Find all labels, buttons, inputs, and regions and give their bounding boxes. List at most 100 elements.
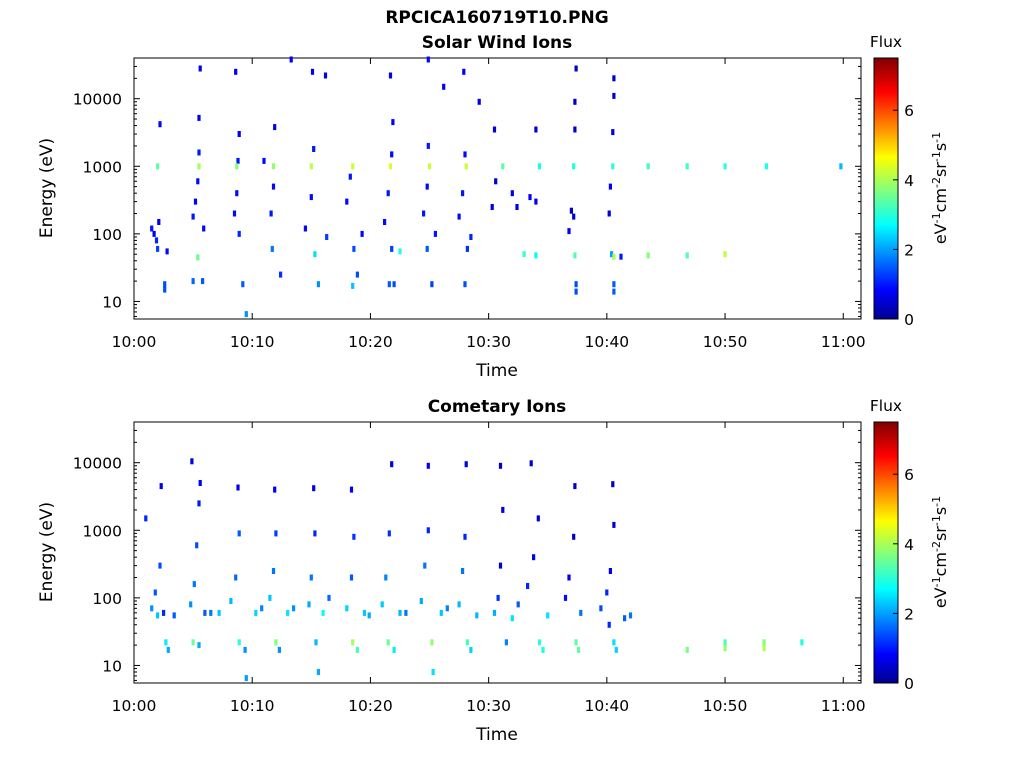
colorbar-ticks: 0 2 4 6 [893,102,914,329]
heatmap-cell [612,521,616,528]
heatmap-cell [685,163,689,170]
heatmap-cell [352,245,356,252]
heatmap-cell [608,568,612,574]
heatmap-cell [314,639,318,646]
heatmap-cell [198,480,202,486]
heatmap-cell [303,225,307,232]
colorbar-tick-label: 4 [904,536,914,554]
heatmap-cell [197,149,201,156]
heatmap-cell [307,601,311,608]
heatmap-cell [469,646,473,653]
heatmap-cell [321,609,325,616]
heatmap-cell [386,639,390,646]
colorbar-tick-label: 2 [904,605,914,623]
heatmap-cell [156,245,160,252]
heatmap-cell [386,190,390,197]
heatmap-cell [162,609,166,616]
y-tick-label: 10 [102,657,122,675]
heatmap-cell [839,163,843,170]
heatmap-cell [217,609,221,616]
heatmap-cell [614,646,618,653]
heatmap-cell [387,530,391,537]
heatmap-cell [423,562,427,569]
colorbar-title: Flux [870,33,902,51]
heatmap-cell [191,278,195,285]
heatmap-cell [462,68,466,75]
heatmap-cell [154,237,159,244]
colorbar-tick-label: 6 [904,102,914,120]
heatmap-cell [612,92,616,99]
heatmap-cell [607,621,611,628]
heatmap-cell [289,56,293,63]
heatmap-cell [764,163,768,170]
heatmap-cell [164,639,168,646]
heatmap-cell [463,281,467,288]
heatmap-cell [532,554,536,561]
y-axis: 10 100 1000 10000 [73,421,861,681]
heatmap-cell [390,151,394,158]
heatmap-cell [469,234,473,240]
heatmap-cell [569,207,573,214]
heatmap-cell [477,98,481,105]
heatmap-cell [380,601,384,608]
heatmap-cell [196,178,200,185]
heatmap-cell [534,198,538,205]
x-tick-label: 10:40 [585,333,630,351]
heatmap-cell [537,639,542,646]
heatmap-cell [419,598,423,604]
heatmap-cell [573,126,577,133]
heatmap-cell [536,515,540,522]
heatmap-cell [166,646,170,653]
heatmap-cell [646,252,650,259]
heatmap-cell [268,594,272,601]
x-tick-label: 10:40 [585,697,630,715]
heatmap-cell [191,639,195,646]
x-tick-label: 10:00 [112,333,157,351]
heatmap-cell [572,213,576,220]
heatmap-cell [501,506,505,513]
heatmap-cell [611,129,615,136]
heatmap-cell [235,190,239,197]
heatmap-cell [279,271,283,278]
heatmap-cell [572,163,576,170]
heatmap-cell [516,601,520,608]
heatmap-cell [273,486,277,493]
heatmap-cell [195,542,199,549]
heatmap-cell [312,485,316,492]
colorbar-units: eV-1cm-2sr-1s-1 [930,132,950,244]
heatmap-cell [464,163,468,170]
heatmap-cell [388,72,393,79]
heatmap-cell [152,230,156,237]
heatmap-cell [612,75,616,82]
heatmap-cell [274,530,278,537]
heatmap-cell [723,639,727,646]
heatmap-cell [237,230,241,237]
heatmap-cell [762,639,766,646]
heatmap-cell [404,609,408,616]
heatmap-cell [384,574,388,581]
heatmap-cell [244,675,248,682]
heatmap-cell [236,157,240,164]
heatmap-cell [351,163,355,170]
heatmap-cell [723,251,727,258]
heatmap-cell [567,228,571,235]
heatmap-cell [269,210,273,217]
colorbar-tick-label: 4 [904,172,914,190]
heatmap-cell [537,163,542,170]
x-tick-label: 10:00 [112,697,157,715]
heatmap-cell [619,253,623,260]
heatmap-cell [426,56,430,63]
heatmap-cell [425,245,429,252]
heatmap-cell [492,126,497,133]
heatmap-cell [237,530,241,537]
panel-title: Cometary Ions [428,397,567,417]
heatmap-cell [243,646,247,653]
heatmap-cell [349,574,354,581]
heatmap-cell [156,612,160,619]
heatmap-cell [348,173,352,180]
heatmap-cell [309,163,313,170]
x-tick-label: 10:50 [703,697,748,715]
heatmap-cell [534,126,538,133]
y-tick-label: 100 [92,590,122,608]
colorbar-gradient [873,57,899,320]
